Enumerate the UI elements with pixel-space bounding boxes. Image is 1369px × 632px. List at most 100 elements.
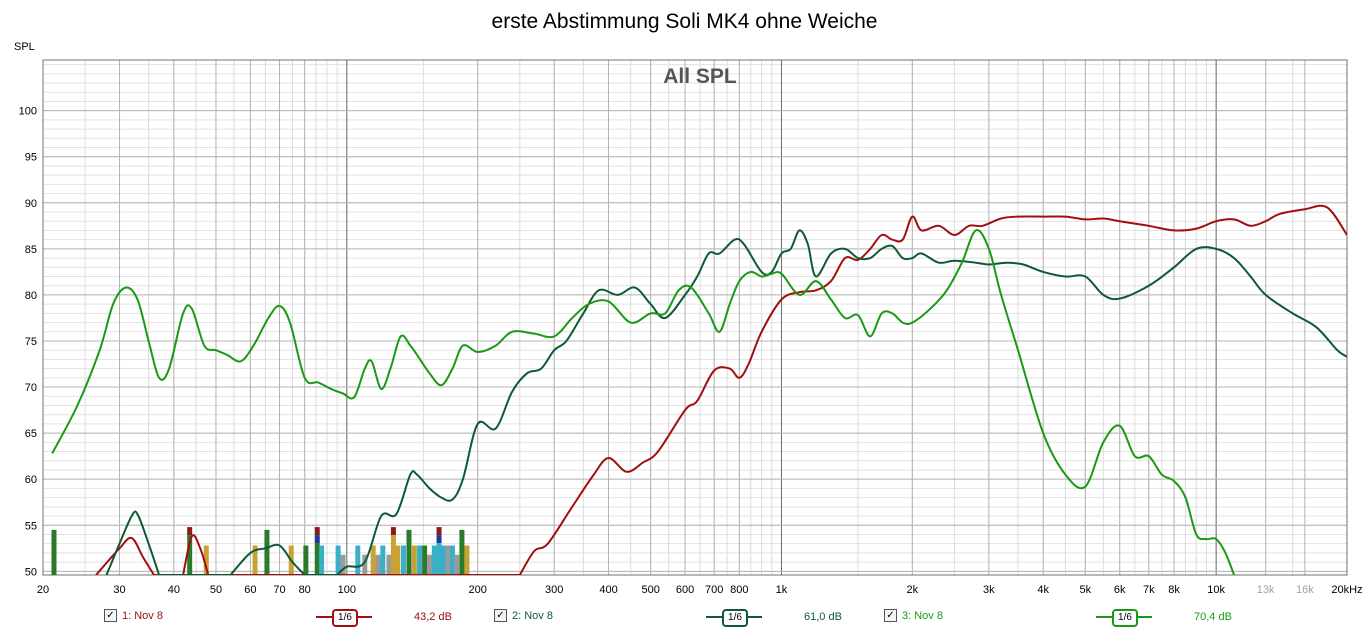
x-tick-label: 16k xyxy=(1296,584,1314,596)
y-tick-label: 70 xyxy=(25,382,37,394)
y-tick-label: 55 xyxy=(25,520,37,532)
legend-checkbox-3[interactable]: ✓ xyxy=(884,609,897,622)
series-line xyxy=(518,204,1347,575)
distortion-bar xyxy=(395,545,401,575)
legend-label-1: 1: Nov 8 xyxy=(122,609,163,622)
x-tick-label: 700 xyxy=(705,584,723,596)
distortion-bar xyxy=(406,529,412,575)
distortion-bar xyxy=(464,545,470,575)
distortion-bar xyxy=(340,554,346,575)
smoothing-1[interactable]: 1/6 xyxy=(316,607,372,627)
smoothing-3[interactable]: 1/6 xyxy=(1096,607,1152,627)
x-tick-label: 10k xyxy=(1207,584,1225,596)
x-tick-label: 800 xyxy=(730,584,748,596)
y-tick-label: 100 xyxy=(19,106,37,118)
distortion-bar xyxy=(454,554,460,575)
distortion-bar xyxy=(314,535,320,544)
series-line xyxy=(51,229,1236,575)
smoothing-value-3: 1/6 xyxy=(1112,609,1138,627)
distortion-bar xyxy=(380,545,386,575)
legend: ✓ 1: Nov 8 1/6 43,2 dB ✓ 2: Nov 8 1/6 61… xyxy=(0,607,1369,629)
x-tick-label: 300 xyxy=(545,584,563,596)
distortion-bar xyxy=(436,527,442,536)
distortion-bar xyxy=(417,545,423,575)
y-tick-label: 75 xyxy=(25,336,37,348)
x-tick-label: 50 xyxy=(210,584,222,596)
distortion-bar xyxy=(427,554,433,575)
x-tick-label: 80 xyxy=(299,584,311,596)
distortion-bar xyxy=(51,529,57,575)
distortion-bar xyxy=(335,545,341,575)
distortion-bar xyxy=(370,545,376,575)
distortion-bar xyxy=(264,529,270,575)
y-tick-label: 95 xyxy=(25,152,37,164)
series-line xyxy=(95,536,155,575)
distortion-bar xyxy=(431,545,437,575)
distortion-bar xyxy=(319,545,325,575)
legend-item-2[interactable]: ✓ 2: Nov 8 xyxy=(494,609,553,622)
smoothing-value-2: 1/6 xyxy=(722,609,748,627)
offset-1: 43,2 dB xyxy=(414,611,452,623)
y-tick-label: 80 xyxy=(25,290,37,302)
x-tick-label: 400 xyxy=(599,584,617,596)
plot-frame xyxy=(42,59,1348,576)
distortion-bar xyxy=(459,529,465,575)
x-tick-label: 40 xyxy=(168,584,180,596)
x-tick-label: 7k xyxy=(1143,584,1155,596)
y-tick-label: 60 xyxy=(25,474,37,486)
distortion-bar xyxy=(445,545,451,575)
series-line xyxy=(336,229,1347,575)
distortion-bar xyxy=(355,545,361,575)
chart-title: erste Abstimmung Soli MK4 ohne Weiche xyxy=(491,10,878,33)
distortion-bar xyxy=(362,554,368,575)
chart-subtitle: All SPL xyxy=(663,65,737,88)
x-tick-label: 100 xyxy=(338,584,356,596)
x-tick-label: 5k xyxy=(1079,584,1091,596)
legend-checkbox-2[interactable]: ✓ xyxy=(494,609,507,622)
x-tick-label: 13k xyxy=(1257,584,1275,596)
x-tick-label: 20 xyxy=(37,584,49,596)
x-tick-label: 30 xyxy=(113,584,125,596)
offset-2: 61,0 dB xyxy=(804,611,842,623)
spl-chart: All SPL 20 30 40 50 60 70 80 100 200 300 400 500 600… xyxy=(19,59,1363,596)
distortion-bar xyxy=(422,545,428,575)
distortion-bar xyxy=(187,527,193,536)
x-tick-label: 70 xyxy=(273,584,285,596)
legend-item-3[interactable]: ✓ 3: Nov 8 xyxy=(884,609,943,622)
x-tick-label: 60 xyxy=(244,584,256,596)
legend-item-1[interactable]: ✓ 1: Nov 8 xyxy=(104,609,163,622)
x-tick-label: 4k xyxy=(1037,584,1049,596)
y-axis-label: SPL xyxy=(14,41,35,53)
distortion-bar xyxy=(441,545,447,575)
x-tick-label: 600 xyxy=(676,584,694,596)
distortion-bar xyxy=(314,527,320,536)
series-line xyxy=(105,510,161,575)
grid-minor xyxy=(43,60,1347,575)
distortion-bar xyxy=(449,545,455,575)
legend-label-2: 2: Nov 8 xyxy=(512,609,553,622)
distortion-bar xyxy=(390,527,396,536)
series-line xyxy=(182,534,210,575)
x-tick-label: 2k xyxy=(907,584,919,596)
y-tick-label: 90 xyxy=(25,198,37,210)
x-tick-label: 8k xyxy=(1168,584,1180,596)
y-tick-label: 85 xyxy=(25,244,37,256)
x-tick-label: 500 xyxy=(641,584,659,596)
distortion-bar xyxy=(314,543,320,575)
offset-3: 70,4 dB xyxy=(1194,611,1232,623)
distortion-bar xyxy=(187,535,193,575)
series-line xyxy=(229,543,306,575)
y-tick-label: 65 xyxy=(25,428,37,440)
x-tick-label: 3k xyxy=(983,584,995,596)
x-tick-labels: 20 30 40 50 60 70 80 100 200 300 400 500 600 700 800 1k… xyxy=(37,584,1363,596)
distortion-bar xyxy=(436,543,442,575)
grid-major xyxy=(42,60,1348,575)
legend-checkbox-1[interactable]: ✓ xyxy=(104,609,117,622)
x-tick-label: 20kHz xyxy=(1331,584,1362,596)
distortion-bar xyxy=(252,545,258,575)
distortion-bar xyxy=(203,545,209,575)
y-tick-label: 50 xyxy=(25,566,37,578)
smoothing-value-1: 1/6 xyxy=(332,609,358,627)
smoothing-2[interactable]: 1/6 xyxy=(706,607,762,627)
distortion-bar xyxy=(390,535,396,575)
